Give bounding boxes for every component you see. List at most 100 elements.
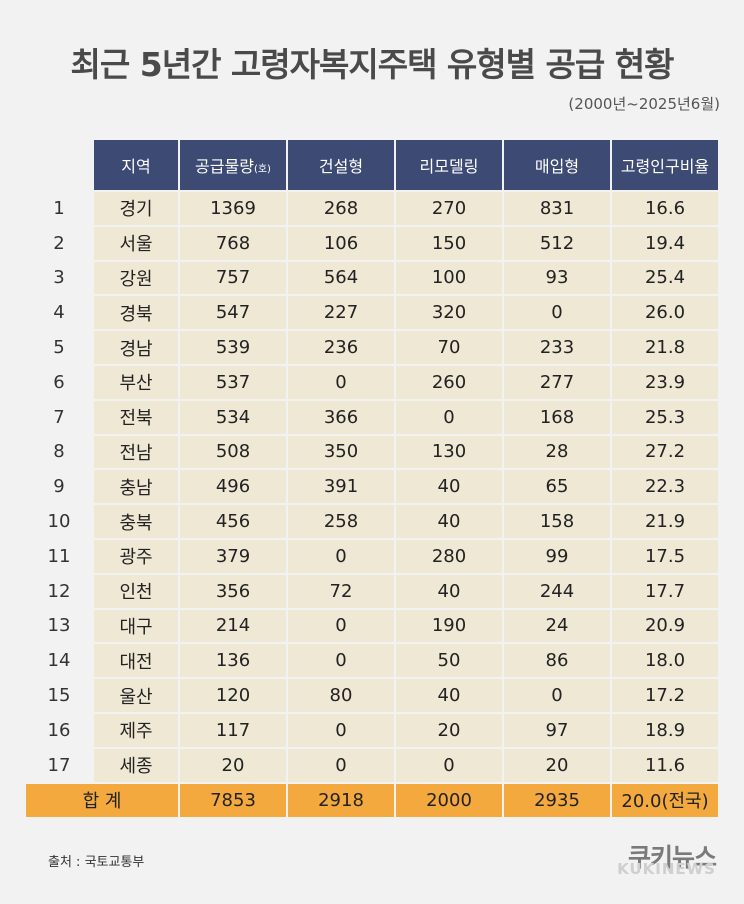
construction-cell: 366 bbox=[288, 400, 394, 434]
elderly-ratio-cell: 18.9 bbox=[612, 713, 718, 747]
purchase-cell: 0 bbox=[504, 296, 610, 330]
elderly-ratio-cell: 11.6 bbox=[612, 748, 718, 782]
logo-korean: 쿠키뉴스 bbox=[627, 843, 717, 872]
page-title: 최근 5년간 고령자복지주택 유형별 공급 현황 bbox=[70, 45, 675, 84]
construction-cell: 0 bbox=[288, 365, 394, 399]
region-cell: 경남 bbox=[94, 331, 178, 364]
rank-cell: 17 bbox=[47, 754, 71, 776]
table-row: 8 전남 508 350 130 28 27.2 bbox=[26, 435, 718, 469]
total-row: 합 계 7853 2918 2000 2935 20.0(전국) bbox=[26, 783, 718, 817]
table-row: 10 충북 456 258 40 158 21.9 bbox=[26, 505, 718, 538]
purchase-cell: 244 bbox=[504, 574, 610, 608]
purchase-header: 매입형 bbox=[504, 140, 610, 190]
construction-cell: 106 bbox=[288, 226, 394, 260]
construction-header: 건설형 bbox=[288, 140, 394, 190]
region-cell: 울산 bbox=[94, 679, 178, 712]
rank-cell: 4 bbox=[53, 302, 65, 324]
elderly-ratio-cell: 17.2 bbox=[612, 679, 718, 712]
elderly-ratio-cell: 23.9 bbox=[612, 365, 718, 399]
construction-cell: 564 bbox=[288, 261, 394, 295]
elderly-ratio-cell: 26.0 bbox=[612, 296, 718, 330]
purchase-cell: 233 bbox=[504, 331, 610, 364]
region-cell: 충북 bbox=[94, 505, 178, 538]
remodeling-cell: 50 bbox=[396, 644, 502, 678]
elderly-ratio-cell: 18.0 bbox=[612, 644, 718, 678]
supply-header: 공급물량(호) bbox=[180, 140, 286, 190]
remodeling-cell: 150 bbox=[396, 226, 502, 260]
construction-cell: 0 bbox=[288, 609, 394, 643]
rank-cell: 6 bbox=[53, 371, 65, 393]
supply-cell: 547 bbox=[180, 296, 286, 330]
kukinews-logo: 쿠키뉴스 KUKINEWS bbox=[617, 838, 717, 878]
table-row: 17 세종 20 0 0 20 11.6 bbox=[26, 748, 718, 782]
supply-cell: 496 bbox=[180, 470, 286, 504]
total-purchase: 2935 bbox=[504, 783, 610, 817]
region-cell: 경북 bbox=[94, 296, 178, 330]
source-note: 출처 : 국토교통부 bbox=[48, 855, 145, 870]
elderly-ratio-header: 고령인구비율 bbox=[612, 140, 718, 190]
purchase-cell: 158 bbox=[504, 505, 610, 538]
remodeling-cell: 40 bbox=[396, 679, 502, 712]
rank-header bbox=[26, 140, 92, 190]
construction-cell: 72 bbox=[288, 574, 394, 608]
purchase-cell: 168 bbox=[504, 400, 610, 434]
rank-cell: 16 bbox=[47, 719, 71, 741]
supply-cell: 768 bbox=[180, 226, 286, 260]
rank-cell: 15 bbox=[47, 685, 71, 707]
purchase-cell: 65 bbox=[504, 470, 610, 504]
rank-cell: 1 bbox=[53, 197, 65, 219]
rank-cell: 3 bbox=[53, 267, 65, 289]
supply-unit: (호) bbox=[253, 164, 271, 175]
elderly-ratio-cell: 21.9 bbox=[612, 505, 718, 538]
supply-cell: 1369 bbox=[180, 192, 286, 225]
purchase-cell: 20 bbox=[504, 748, 610, 782]
rank-cell: 14 bbox=[47, 650, 71, 672]
table-row: 16 제주 117 0 20 97 18.9 bbox=[26, 713, 718, 747]
supply-cell: 117 bbox=[180, 713, 286, 747]
purchase-cell: 831 bbox=[504, 192, 610, 225]
region-cell: 강원 bbox=[94, 261, 178, 295]
purchase-cell: 99 bbox=[504, 539, 610, 573]
table-row: 2 서울 768 106 150 512 19.4 bbox=[26, 226, 718, 260]
purchase-cell: 28 bbox=[504, 435, 610, 469]
remodeling-header: 리모델링 bbox=[396, 140, 502, 190]
total-construction: 2918 bbox=[288, 783, 394, 817]
purchase-cell: 93 bbox=[504, 261, 610, 295]
table-row: 4 경북 547 227 320 0 26.0 bbox=[26, 296, 718, 330]
remodeling-cell: 260 bbox=[396, 365, 502, 399]
table-row: 9 충남 496 391 40 65 22.3 bbox=[26, 470, 718, 504]
supply-cell: 356 bbox=[180, 574, 286, 608]
supply-cell: 539 bbox=[180, 331, 286, 364]
supply-table: 지역 공급물량(호) 건설형 리모델링 매입형 고령인구비율 1 경기 1369 26… bbox=[24, 138, 720, 819]
remodeling-cell: 70 bbox=[396, 331, 502, 364]
construction-cell: 227 bbox=[288, 296, 394, 330]
region-cell: 제주 bbox=[94, 713, 178, 747]
region-cell: 세종 bbox=[94, 748, 178, 782]
purchase-cell: 24 bbox=[504, 609, 610, 643]
elderly-ratio-cell: 22.3 bbox=[612, 470, 718, 504]
region-cell: 대전 bbox=[94, 644, 178, 678]
table-row: 13 대구 214 0 190 24 20.9 bbox=[26, 609, 718, 643]
construction-cell: 0 bbox=[288, 713, 394, 747]
remodeling-cell: 40 bbox=[396, 574, 502, 608]
elderly-ratio-cell: 25.4 bbox=[612, 261, 718, 295]
rank-cell: 5 bbox=[53, 337, 65, 359]
remodeling-cell: 270 bbox=[396, 192, 502, 225]
rank-cell: 10 bbox=[47, 511, 71, 533]
supply-cell: 537 bbox=[180, 365, 286, 399]
elderly-ratio-cell: 20.9 bbox=[612, 609, 718, 643]
region-cell: 충남 bbox=[94, 470, 178, 504]
supply-header-label: 공급물량 bbox=[195, 157, 254, 176]
elderly-ratio-cell: 17.5 bbox=[612, 539, 718, 573]
table-row: 7 전북 534 366 0 168 25.3 bbox=[26, 400, 718, 434]
supply-cell: 120 bbox=[180, 679, 286, 712]
construction-cell: 258 bbox=[288, 505, 394, 538]
remodeling-cell: 100 bbox=[396, 261, 502, 295]
rank-cell: 11 bbox=[47, 545, 71, 567]
rank-cell: 2 bbox=[53, 232, 65, 254]
table-row: 11 광주 379 0 280 99 17.5 bbox=[26, 539, 718, 573]
region-header: 지역 bbox=[94, 140, 178, 190]
logo-english: KUKINEWS bbox=[617, 860, 716, 878]
region-cell: 광주 bbox=[94, 539, 178, 573]
construction-cell: 268 bbox=[288, 192, 394, 225]
